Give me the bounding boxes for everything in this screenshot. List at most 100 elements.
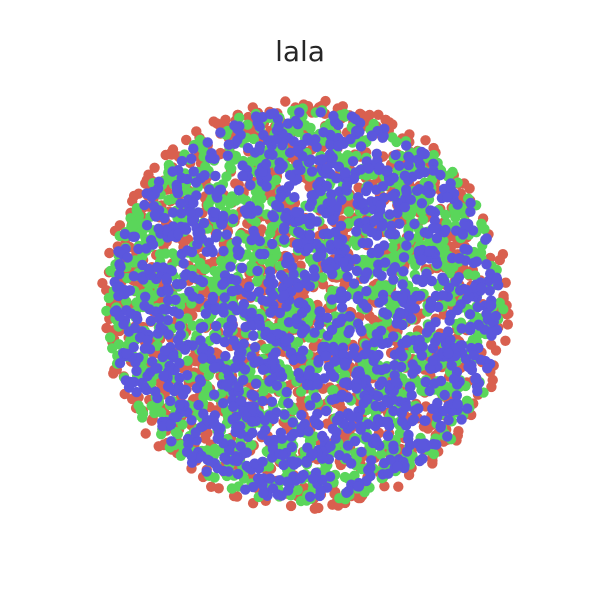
scatter-point [400,401,412,413]
scatter-point [292,238,303,250]
scatter-point [326,196,337,207]
scatter-point [182,433,194,445]
scatter-point [253,356,264,367]
scatter-point [383,468,394,479]
scatter-point [381,309,393,320]
scatter-point [206,481,217,492]
scatter-point [472,301,483,313]
scatter-point [158,370,169,382]
scatter-point [274,475,285,486]
scatter-point [465,206,476,217]
scatter-point [210,232,222,243]
scatter-point [256,224,267,235]
scatter-point [361,223,372,234]
scatter-point [101,305,112,317]
scatter-point [186,451,197,462]
scatter-point [237,160,248,171]
scatter-point [491,274,503,285]
scatter-point [104,332,116,343]
scatter-point [161,273,172,284]
scatter-point [280,96,291,107]
scatter-point [190,177,202,188]
scatter-point [425,205,436,216]
scatter-point [186,246,198,258]
scatter-point [405,313,417,324]
scatter-point [426,275,437,287]
scatter-point [175,198,186,209]
scatter-point [231,236,242,247]
scatter-point [119,228,131,240]
scatter-point [122,252,133,263]
scatter-point [257,364,269,375]
scatter-point [175,329,186,340]
scatter-point [190,427,201,438]
scatter-point [203,369,214,381]
scatter-point [194,274,205,285]
scatter-point [452,398,463,409]
scatter-point [414,455,425,467]
scatter-point [137,251,148,262]
scatter-point [216,219,227,230]
scatter-point [342,440,354,451]
scatter-point [471,372,482,384]
scatter-point [476,218,487,229]
scatter-point [397,319,408,331]
scatter-point [280,335,291,347]
scatter-point [209,472,220,483]
scatter-point [446,360,457,371]
scatter-point [407,415,418,427]
scatter-point [304,181,315,193]
scatter-point [375,279,387,290]
scatter-point [128,271,139,282]
scatter-point [181,134,192,146]
scatter-point [388,274,399,285]
scatter-point [398,252,410,263]
scatter-point [341,453,352,464]
scatter-point [229,362,241,373]
scatter-point [231,275,242,286]
scatter-point [375,199,387,211]
scatter-point [354,369,366,380]
scatter-point [445,334,456,345]
scatter-point [401,446,413,457]
scatter-point [270,200,282,211]
scatter-point [394,307,406,318]
scatter-point [133,243,144,255]
scatter-point [348,348,359,360]
scatter-point [343,206,354,217]
scatter-point [428,438,439,450]
scatter-point [174,320,185,332]
scatter-point [309,327,320,338]
scatter-point [361,340,372,351]
scatter-point [257,429,268,440]
scatter-point [320,350,332,362]
scatter-point [200,308,211,319]
scatter-point [139,343,151,354]
scatter-point [442,192,453,203]
scatter-point [416,350,428,361]
scatter-point [137,412,148,423]
scatter-point [323,263,335,275]
scatter-point [257,456,268,467]
scatter-point [350,254,361,265]
scatter-point [199,362,210,373]
scatter-point [288,136,299,147]
scatter-point [427,458,438,469]
scatter-point [376,221,387,232]
scatter-point [427,223,439,234]
scatter-point [345,134,356,145]
scatter-point [481,308,492,320]
scatter-point [166,436,177,447]
scatter-point [228,335,239,346]
scatter-point [273,121,284,132]
scatter-point [405,381,416,392]
scatter-point [222,150,233,161]
scatter-point [304,229,316,241]
scatter-point [207,279,218,290]
scatter-point [150,386,161,397]
scatter-point [456,340,468,351]
scatter-point [174,399,185,410]
scatter-point [222,327,234,338]
scatter-point [355,324,366,335]
